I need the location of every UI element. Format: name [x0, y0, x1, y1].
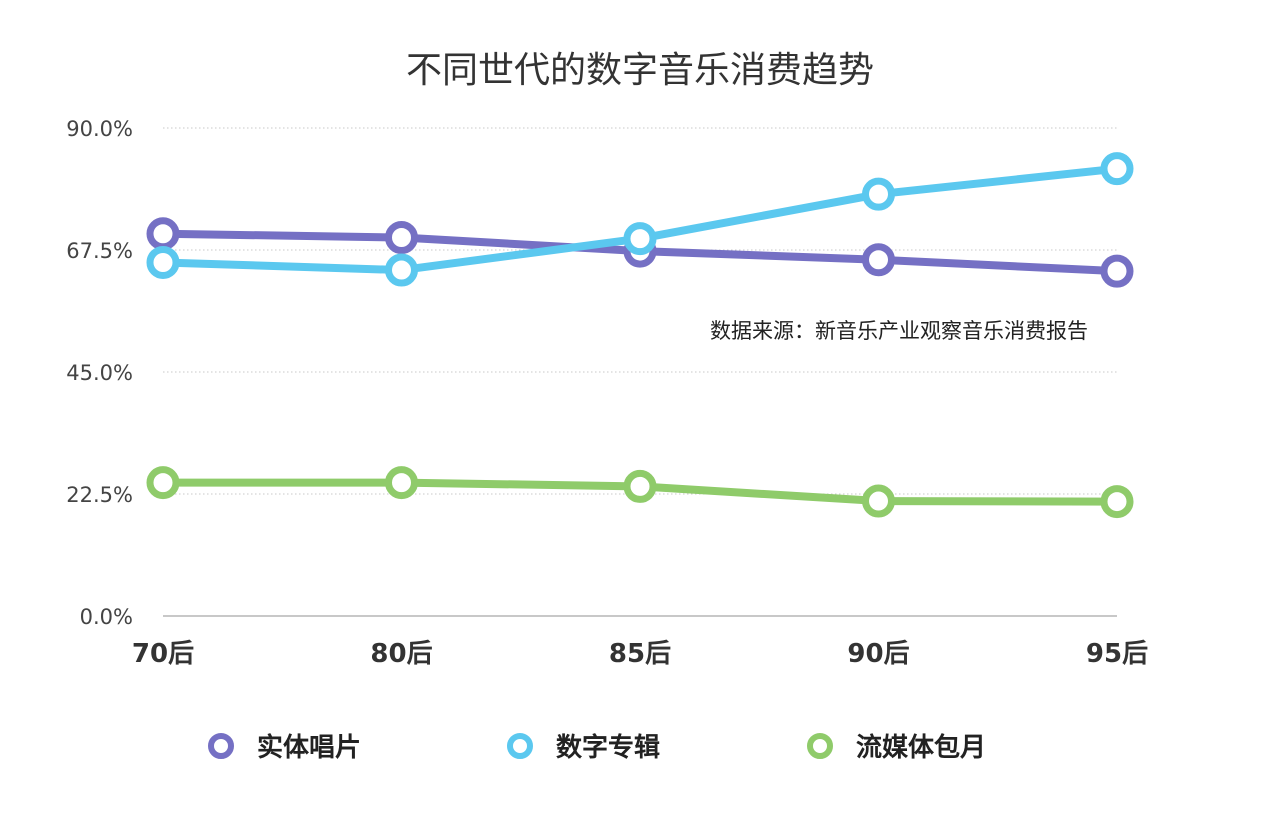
- data-point: [146, 245, 180, 279]
- data-point: [146, 217, 180, 251]
- series-layer: [146, 152, 1134, 519]
- data-point: [385, 253, 418, 287]
- x-tick-label: 70后: [132, 639, 194, 669]
- data-point: [623, 222, 657, 256]
- series-2: [146, 152, 1134, 287]
- data-point: [623, 469, 657, 503]
- data-point: [1100, 152, 1134, 186]
- y-tick-label: 67.5%: [66, 239, 133, 263]
- legend: 实体唱片 数字专辑 流媒体包月: [208, 732, 986, 763]
- chart-title: 不同世代的数字音乐消费趋势: [406, 50, 874, 91]
- y-tick-label: 90.0%: [66, 117, 133, 141]
- x-tick-label: 85后: [609, 639, 671, 669]
- data-point: [385, 221, 418, 255]
- x-tick-label: 90后: [847, 639, 909, 669]
- series-3: [146, 466, 1134, 519]
- legend-label: 实体唱片: [257, 732, 361, 763]
- data-point: [146, 466, 180, 500]
- data-point: [1100, 485, 1134, 519]
- chart-annotation-source: 数据来源：新音乐产业观察音乐消费报告: [710, 319, 1088, 343]
- y-tick-label: 45.0%: [66, 361, 133, 385]
- data-point: [862, 243, 895, 277]
- legend-marker-icon: [807, 733, 833, 759]
- x-tick-label: 80后: [370, 639, 432, 669]
- y-tick-label: 0.0%: [80, 605, 133, 629]
- x-axis-tick-labels: 70后 80后 85后 90后 95后: [132, 639, 1148, 669]
- x-tick-label: 95后: [1086, 639, 1148, 669]
- y-tick-label: 22.5%: [66, 483, 133, 507]
- legend-marker-icon: [208, 733, 234, 759]
- data-point: [385, 466, 418, 500]
- y-axis-tick-labels: 0.0% 22.5% 45.0% 67.5% 90.0%: [66, 117, 133, 629]
- grid-layer: [163, 127, 1117, 617]
- data-point: [862, 177, 895, 211]
- legend-item: 流媒体包月: [807, 732, 986, 763]
- legend-label: 数字专辑: [556, 732, 660, 763]
- legend-marker-icon: [507, 733, 533, 759]
- legend-item: 数字专辑: [507, 732, 660, 763]
- data-point: [1100, 254, 1134, 288]
- data-point: [862, 484, 895, 518]
- legend-label: 流媒体包月: [856, 732, 986, 763]
- legend-item: 实体唱片: [208, 732, 361, 763]
